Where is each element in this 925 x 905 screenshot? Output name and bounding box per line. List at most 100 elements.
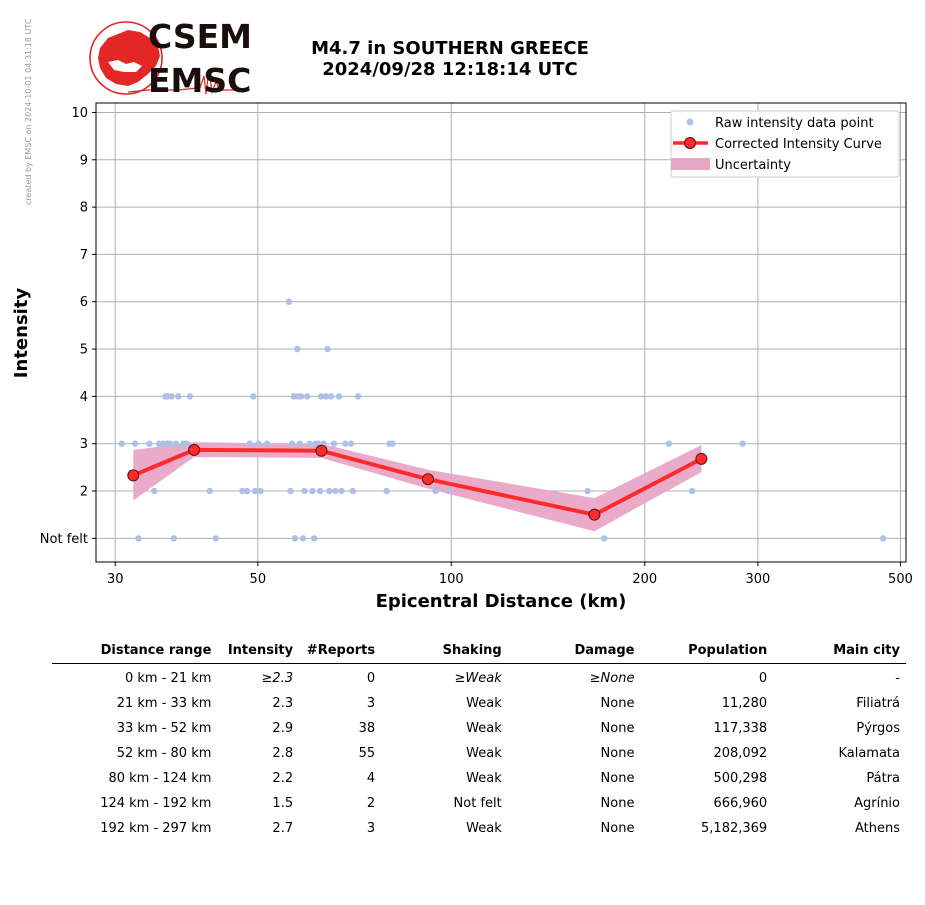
raw-data-point [338, 487, 345, 495]
raw-data-point [347, 440, 355, 447]
legend-curve-label: Corrected Intensity Curve [715, 137, 882, 152]
cell-intensity: ≥2.3 [261, 671, 294, 686]
cell-city: Filiatrá [856, 696, 900, 711]
y-axis-label: Intensity [11, 288, 32, 379]
intensity-chart: Not felt 2 3 4 5 6 7 8 9 10 30 50 100 200 300 500 Epice… [11, 102, 913, 612]
raw-data-point [239, 487, 246, 495]
raw-data-point [287, 487, 294, 495]
raw-data-point [206, 487, 214, 495]
chart-title-line2: 2024/09/28 12:18:14 UTC [322, 59, 578, 80]
raw-data-point [212, 535, 219, 542]
table-row: 21 km - 33 km 2.3 3 Weak None 11,280 Fil… [52, 691, 906, 716]
x-tick-label: 30 [107, 572, 124, 587]
curve-point [188, 443, 201, 456]
raw-data-point [166, 440, 174, 447]
cell-city: Agrínio [854, 796, 900, 811]
cell-distance: 33 km - 52 km [116, 721, 212, 736]
header-reports: #Reports [299, 640, 382, 664]
raw-data-point [324, 345, 331, 353]
cell-distance: 192 km - 297 km [100, 821, 212, 836]
raw-data-point [255, 440, 262, 447]
raw-data-point [170, 535, 177, 542]
cell-reports: 55 [358, 746, 376, 761]
curve-point [588, 508, 601, 521]
raw-data-point [316, 487, 324, 495]
y-tick-label: 5 [80, 343, 88, 358]
raw-data-point [389, 440, 396, 447]
chart-title-line1: M4.7 in SOUTHERN GREECE [311, 38, 589, 59]
header-distance-range: Distance range [52, 640, 218, 664]
raw-data-point [304, 393, 311, 400]
raw-data-point [294, 345, 301, 353]
raw-data-point [151, 487, 158, 495]
raw-data-point [383, 487, 390, 495]
legend-box [670, 110, 900, 178]
raw-data-point [175, 393, 182, 400]
cell-damage: None [600, 696, 635, 711]
raw-data-point [186, 393, 194, 400]
header-intensity: Intensity [217, 640, 300, 664]
legend: Raw intensity data point Corrected Inten… [670, 110, 900, 178]
plot-frame [95, 102, 907, 563]
table-header-row: Distance range Intensity #Reports Shakin… [52, 640, 906, 664]
cell-population: 5,182,369 [701, 821, 768, 836]
cell-population: 11,280 [721, 696, 768, 711]
cell-shaking: ≥Weak [454, 671, 502, 686]
logo-text-csem: CSEM [148, 17, 252, 56]
raw-data-point [291, 535, 299, 542]
emsc-logo: CSEM EMSC [89, 17, 252, 100]
cell-damage: None [600, 746, 635, 761]
raw-data-point [688, 487, 696, 495]
raw-data-point [311, 535, 318, 542]
cell-damage: None [600, 821, 635, 836]
logo-text-emsc: EMSC [148, 61, 251, 100]
raw-data-point [349, 487, 357, 495]
curve-point [695, 452, 708, 465]
raw-data-point [296, 440, 303, 447]
uncertainty-area [133, 442, 702, 532]
cell-distance: 0 km - 21 km [125, 671, 212, 686]
raw-data-point [739, 440, 746, 447]
cell-shaking: Not felt [453, 796, 502, 811]
curve-point [422, 473, 435, 486]
raw-data-point [251, 487, 259, 495]
cell-intensity: 2.9 [272, 721, 294, 736]
header-shaking: Shaking [381, 640, 508, 664]
raw-data-point [118, 440, 125, 447]
cell-damage: None [600, 721, 635, 736]
cell-damage: None [600, 796, 635, 811]
raw-data-point [263, 440, 271, 447]
raw-data-point [146, 440, 153, 447]
y-tick-label: 9 [80, 153, 88, 168]
x-tick-label: 200 [632, 572, 657, 587]
raw-data-point [250, 393, 257, 400]
table-row: 33 km - 52 km 2.9 38 Weak None 117,338 P… [52, 716, 906, 741]
x-tick-label: 100 [439, 572, 464, 587]
uncertainty-band [133, 442, 702, 532]
axis-ticks: Not felt 2 3 4 5 6 7 8 9 10 30 50 100 200 300 500 [40, 106, 913, 587]
cell-damage: ≥None [589, 671, 635, 686]
cell-reports: 38 [358, 721, 376, 736]
cell-reports: 0 [366, 671, 376, 686]
cell-distance: 52 km - 80 km [116, 746, 212, 761]
cell-intensity: 2.3 [272, 696, 294, 711]
cell-shaking: Weak [466, 721, 502, 736]
legend-curve-marker [684, 137, 696, 149]
raw-data-point [243, 487, 251, 495]
y-tick-label: 3 [80, 437, 88, 452]
y-tick-label: 2 [80, 485, 88, 500]
raw-data-point [327, 393, 335, 400]
raw-data-point [665, 440, 672, 447]
creation-note-text: created by EMSC on 2024-10-01 04:31:18 U… [24, 18, 33, 205]
raw-data-point [285, 298, 293, 305]
table-row: 52 km - 80 km 2.8 55 Weak None 208,092 K… [52, 741, 906, 766]
raw-data-point [183, 440, 191, 447]
raw-data-point [309, 487, 316, 495]
cell-reports: 2 [366, 796, 376, 811]
legend-raw-label: Raw intensity data point [715, 116, 874, 131]
cell-city: Kalamata [838, 746, 900, 761]
y-tick-label: 6 [80, 295, 88, 310]
raw-data-point [584, 487, 591, 495]
cell-distance: 80 km - 124 km [108, 771, 212, 786]
raw-data-point [297, 393, 305, 400]
